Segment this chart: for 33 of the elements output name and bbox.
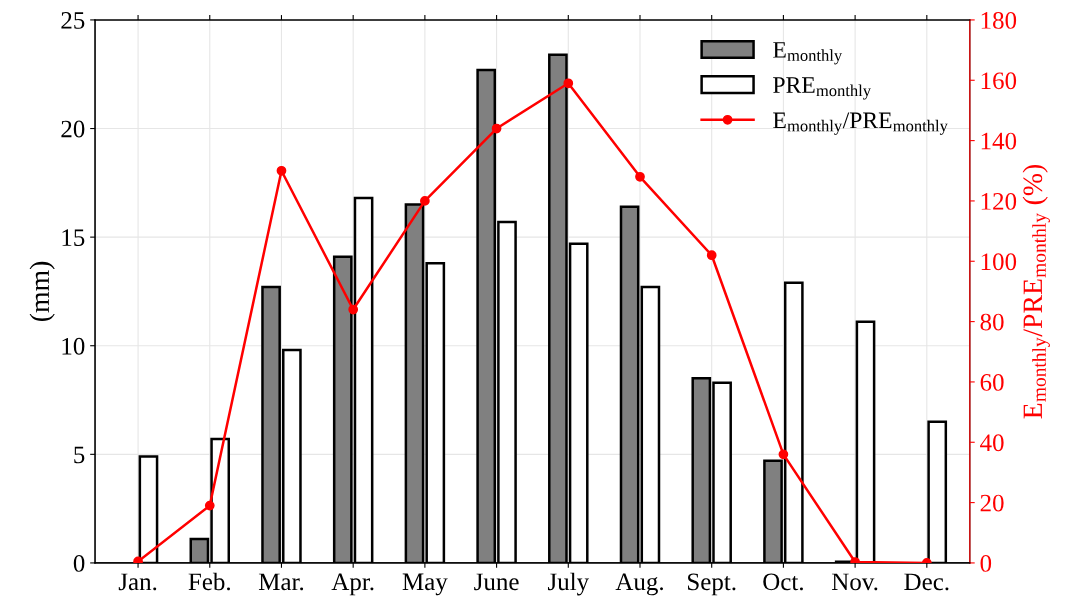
y2-tick-label: 20 — [980, 494, 1004, 512]
x-tick-label: Sept. — [688, 573, 736, 596]
y2-tick-label: 180 — [981, 11, 1017, 29]
y-tick-label: 25 — [61, 12, 85, 29]
y2-axis-title: E$_{monthly}$/PRE$_{monthly}$ (%) — [1022, 165, 1050, 419]
y2-tick-label: 140 — [981, 132, 1017, 150]
x-tick-label: Mar. — [258, 573, 304, 591]
legend-label: E$_{monthly}$/PRE$_{monthly}$ — [773, 112, 948, 135]
x-tick-label: Dec. — [904, 573, 949, 591]
x-tick-label: May — [402, 573, 448, 596]
y2-tick-label: 120 — [981, 192, 1017, 210]
y-tick-label: 0 — [73, 554, 85, 572]
x-tick-label: Oct. — [763, 573, 803, 591]
x-tick-label: Apr. — [331, 573, 374, 596]
y-tick-label: 15 — [62, 229, 85, 247]
x-tick-label: July — [547, 572, 590, 596]
y-tick-label: 20 — [61, 120, 85, 138]
x-tick-label: Aug. — [615, 573, 663, 596]
y-tick-label: 10 — [62, 337, 85, 355]
y2-tick-label: 40 — [980, 434, 1004, 452]
legend-label: PRE$_{monthly}$ — [773, 77, 871, 100]
y-axis-title: (mm) — [29, 261, 55, 322]
x-tick-label: Nov. — [831, 573, 878, 591]
x-tick-label: Feb. — [188, 572, 230, 591]
y2-tick-label: 0 — [980, 554, 992, 572]
x-tick-label: June — [474, 573, 519, 591]
y2-tick-label: 100 — [981, 253, 1017, 271]
y2-tick-label: 80 — [980, 313, 1004, 331]
y-tick-label: 5 — [74, 446, 85, 464]
y2-tick-label: 60 — [980, 373, 1004, 391]
y2-tick-label: 160 — [981, 72, 1017, 90]
x-tick-label: Jan. — [118, 573, 157, 591]
legend-label: E$_{monthly}$ — [773, 42, 843, 65]
